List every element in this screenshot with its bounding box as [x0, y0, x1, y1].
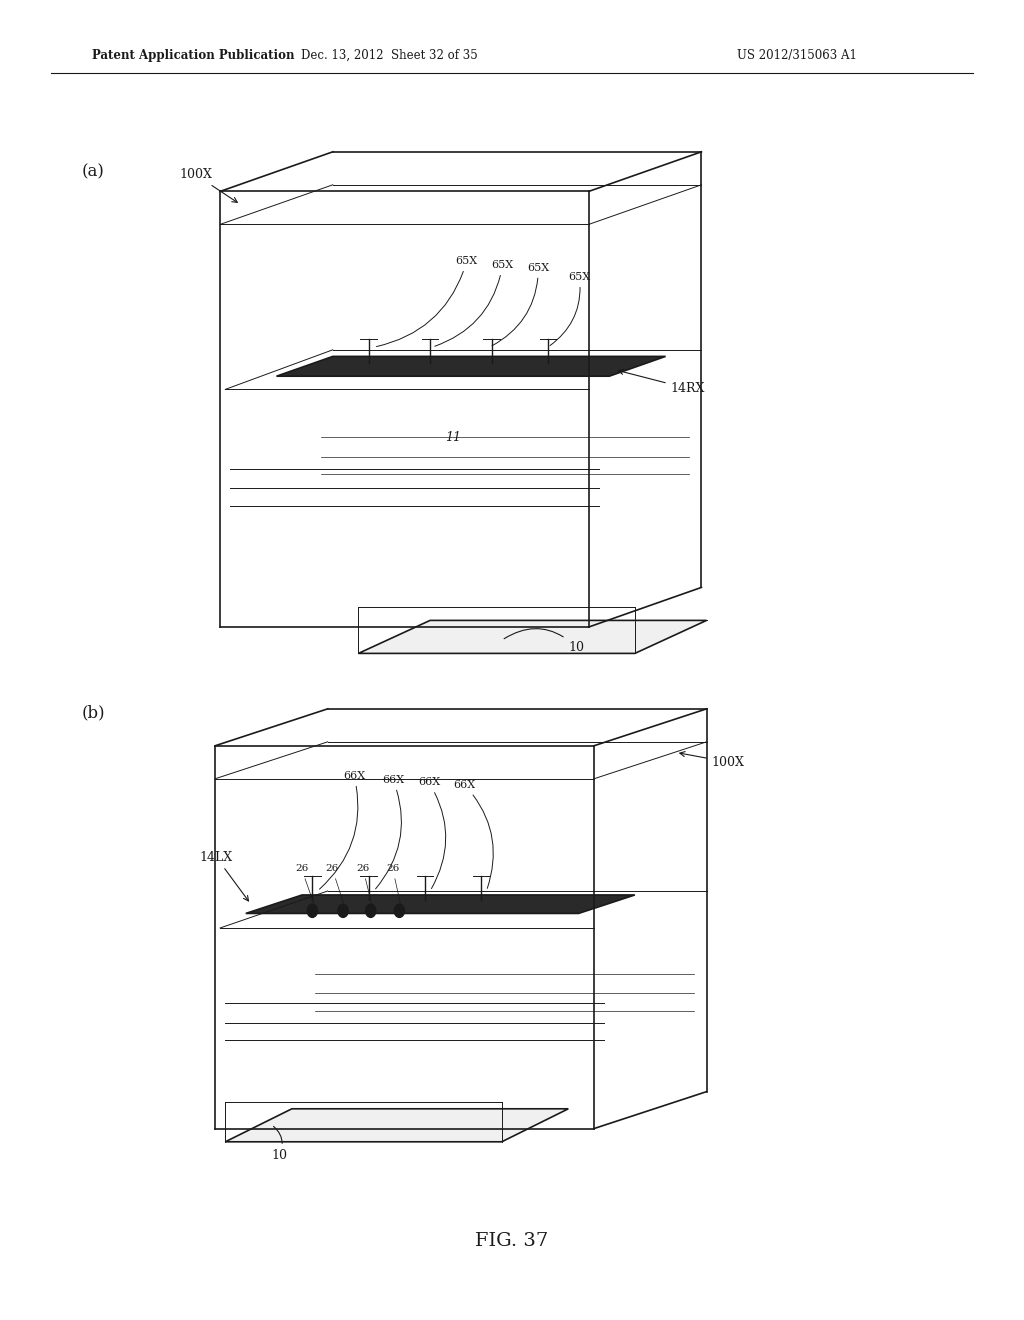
- Polygon shape: [246, 895, 635, 913]
- Text: FIG. 37: FIG. 37: [475, 1232, 549, 1250]
- Text: 65X: 65X: [435, 260, 514, 346]
- Text: 14RX: 14RX: [618, 370, 706, 395]
- Polygon shape: [358, 620, 707, 653]
- Text: 100X: 100X: [680, 751, 744, 768]
- Text: 26: 26: [386, 865, 400, 906]
- Text: 26: 26: [356, 865, 372, 906]
- Text: 65X: 65X: [377, 256, 478, 347]
- Circle shape: [366, 904, 376, 917]
- Polygon shape: [225, 1109, 568, 1142]
- Text: 100X: 100X: [179, 168, 238, 202]
- Text: 26: 26: [295, 865, 314, 906]
- Text: 65X: 65X: [492, 263, 550, 346]
- Text: 26: 26: [326, 865, 344, 906]
- Text: 66X: 66X: [376, 775, 404, 888]
- Text: 10: 10: [504, 628, 585, 653]
- Text: 65X: 65X: [550, 272, 591, 346]
- Circle shape: [338, 904, 348, 917]
- Text: (a): (a): [82, 164, 104, 180]
- Text: (b): (b): [82, 705, 105, 721]
- Polygon shape: [276, 356, 666, 376]
- Text: 14LX: 14LX: [200, 850, 249, 902]
- Text: 66X: 66X: [319, 771, 366, 890]
- Text: Dec. 13, 2012  Sheet 32 of 35: Dec. 13, 2012 Sheet 32 of 35: [301, 49, 477, 62]
- Text: 11: 11: [445, 430, 462, 444]
- Circle shape: [307, 904, 317, 917]
- Text: Patent Application Publication: Patent Application Publication: [92, 49, 295, 62]
- Text: 66X: 66X: [418, 777, 445, 888]
- Text: US 2012/315063 A1: US 2012/315063 A1: [737, 49, 857, 62]
- Text: 10: 10: [271, 1126, 288, 1162]
- Text: 66X: 66X: [454, 780, 494, 888]
- Circle shape: [394, 904, 404, 917]
